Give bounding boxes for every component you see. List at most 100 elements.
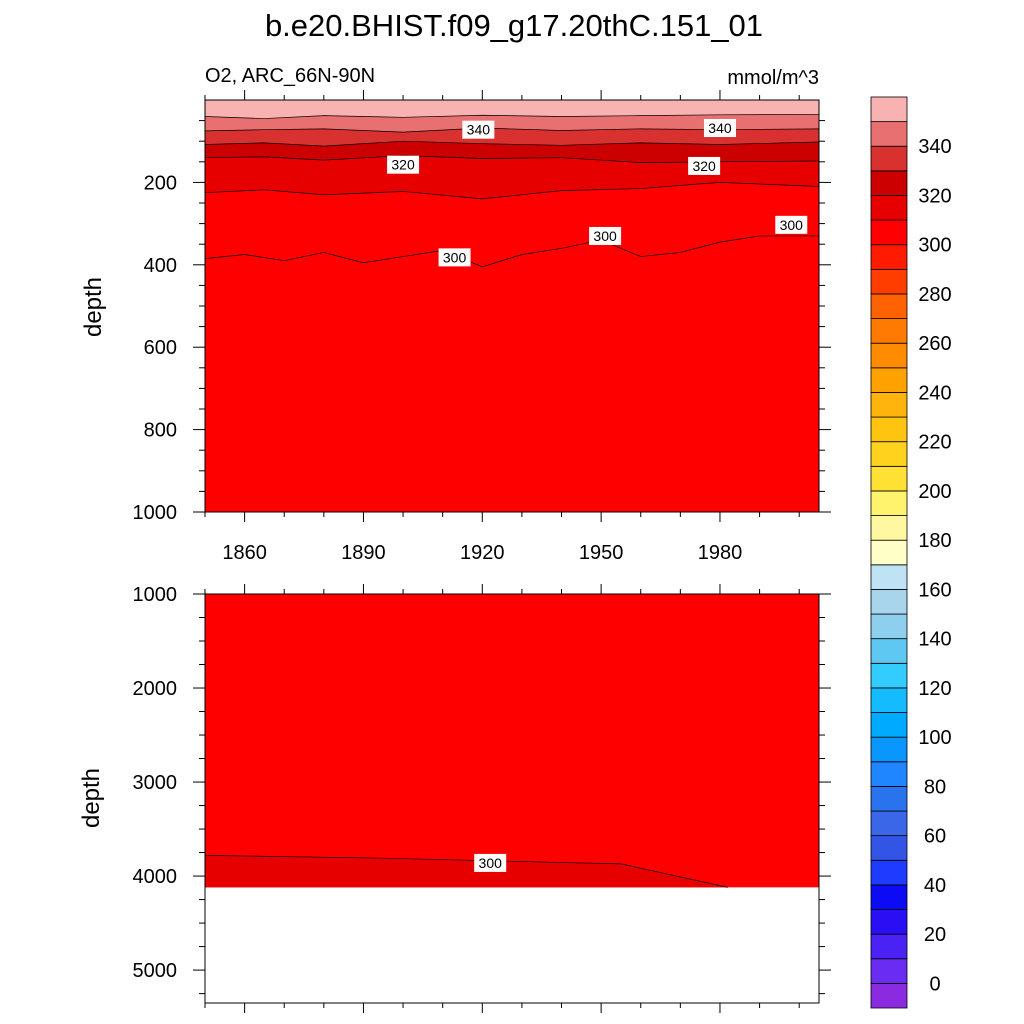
colorbar-swatch <box>870 342 908 369</box>
upper-contour-label-0: 340 <box>462 120 495 139</box>
upper-contour-label-4: 300 <box>438 248 471 267</box>
upper-contour-label-1: 340 <box>703 119 736 138</box>
colorbar-swatch <box>870 392 908 418</box>
upper-contour-fill-350 <box>205 100 819 119</box>
colorbar-label: 100 <box>918 727 951 749</box>
contour-label-text: 340 <box>708 120 732 136</box>
colorbar-swatch <box>870 515 908 541</box>
colorbar-swatch <box>870 859 908 886</box>
upper-contour-label-2: 320 <box>387 155 420 174</box>
upper-contour-label-6: 300 <box>775 215 808 234</box>
colorbar-swatch <box>870 662 908 689</box>
upper-y-tick-label: 400 <box>144 255 177 277</box>
colorbar-swatch <box>870 884 908 910</box>
contour-label-text: 320 <box>692 158 716 174</box>
colorbar-label: 260 <box>918 333 951 355</box>
upper-y-tick-label: 800 <box>144 420 177 442</box>
lower-background-fill <box>205 594 819 888</box>
variable-region-label: O2, ARC_66N-90N <box>205 65 375 87</box>
colorbar-swatch <box>870 465 908 492</box>
colorbar-swatch <box>870 416 908 443</box>
colorbar-label: 140 <box>918 629 951 651</box>
colorbar-label: 60 <box>924 826 946 848</box>
contour-label-box <box>775 215 808 234</box>
colorbar-swatch <box>870 219 908 246</box>
lower-y-tick-label: 5000 <box>133 960 178 982</box>
upper-contour-label-5: 300 <box>589 226 622 245</box>
upper-contour-label-3: 320 <box>688 156 721 175</box>
colorbar-label: 180 <box>918 530 951 552</box>
contour-label-box <box>462 120 495 139</box>
upper-x-tick-label: 1920 <box>460 542 505 564</box>
upper-y-tick-label: 1000 <box>133 502 178 524</box>
contour-label-box <box>688 156 721 175</box>
upper-contour-line-350 <box>204 114 820 119</box>
colorbar-swatch <box>870 810 908 837</box>
colorbar-label: 300 <box>918 235 951 257</box>
lower-contour-label-0: 300 <box>474 853 507 872</box>
colorbar-swatch <box>870 244 908 270</box>
contour-label-text: 300 <box>479 855 503 871</box>
colorbar-label: 340 <box>918 136 951 158</box>
contour-label-box <box>474 853 507 872</box>
colorbar-swatch <box>870 367 908 393</box>
colorbar-swatch <box>870 539 908 566</box>
lower-frame <box>204 593 820 1004</box>
units-label: mmol/m^3 <box>727 67 819 89</box>
colorbar-swatch <box>870 195 908 221</box>
colorbar-swatch <box>870 268 908 295</box>
colorbar-label: 320 <box>918 185 951 207</box>
colorbar-label: 40 <box>924 875 946 897</box>
upper-y-tick-label: 200 <box>144 172 177 194</box>
colorbar-swatch <box>870 835 908 861</box>
colorbar-label: 20 <box>924 924 946 946</box>
upper-panel: 340 340 320 320 300 300 300 1860 1890 1920 1950 19… <box>80 90 831 564</box>
colorbar-swatch <box>870 564 908 590</box>
upper-contour-line-330 <box>204 140 820 147</box>
colorbar-swatch <box>870 441 908 467</box>
contour-label-box <box>703 119 736 138</box>
colorbar-label: 0 <box>929 973 940 995</box>
colorbar-swatch <box>870 170 908 196</box>
contour-label-box <box>387 155 420 174</box>
colorbar-swatch <box>870 761 908 787</box>
colorbar-label: 200 <box>918 481 951 503</box>
upper-x-tick-label: 1890 <box>341 542 386 564</box>
upper-y-tick-label: 600 <box>144 337 177 359</box>
contour-label-box <box>589 226 622 245</box>
colorbar-swatch <box>870 589 908 615</box>
colorbar-swatch <box>870 121 908 147</box>
upper-x-tick-label: 1860 <box>222 542 267 564</box>
lower-y-tick-label: 4000 <box>133 866 178 888</box>
colorbar-swatch <box>870 933 908 960</box>
contour-label-text: 300 <box>443 249 467 265</box>
contour-label-box <box>438 248 471 267</box>
colorbar: 0 20 40 60 80 100 120 140 160 180 200 220 240 260 280 3… <box>870 96 952 1009</box>
colorbar-swatch <box>870 638 908 664</box>
upper-y-axis-label: depth <box>80 277 107 337</box>
colorbar-swatch <box>870 490 908 516</box>
colorbar-swatch <box>870 958 908 984</box>
contour-label-text: 300 <box>780 217 804 233</box>
lower-plot-area: 300 <box>204 594 819 888</box>
colorbar-swatch <box>870 318 908 344</box>
upper-x-tick-label: 1980 <box>698 542 743 564</box>
upper-contour-line-300 <box>204 235 819 268</box>
colorbar-swatch <box>870 736 908 763</box>
colorbar-label: 120 <box>918 678 951 700</box>
lower-axes: 1000 2000 3000 4000 5000 <box>133 584 831 1013</box>
lower-y-axis-label: depth <box>78 768 105 828</box>
upper-contour-line-310 <box>204 182 820 200</box>
colorbar-swatch <box>870 786 908 812</box>
upper-plot-area: 340 340 320 320 300 300 300 <box>204 100 820 512</box>
colorbar-swatch <box>870 909 908 935</box>
upper-axes: 1860 1890 1920 1950 1980 200 400 600 800 1000 <box>133 90 831 564</box>
colorbar-swatch <box>870 145 908 172</box>
contour-label-text: 300 <box>593 228 617 244</box>
contour-label-text: 340 <box>467 122 491 138</box>
colorbar-label: 220 <box>918 432 951 454</box>
colorbar-swatch <box>870 96 908 123</box>
figure-title: b.e20.BHIST.f09_g17.20thC.151_01 <box>265 8 763 43</box>
upper-x-tick-label: 1950 <box>579 542 624 564</box>
